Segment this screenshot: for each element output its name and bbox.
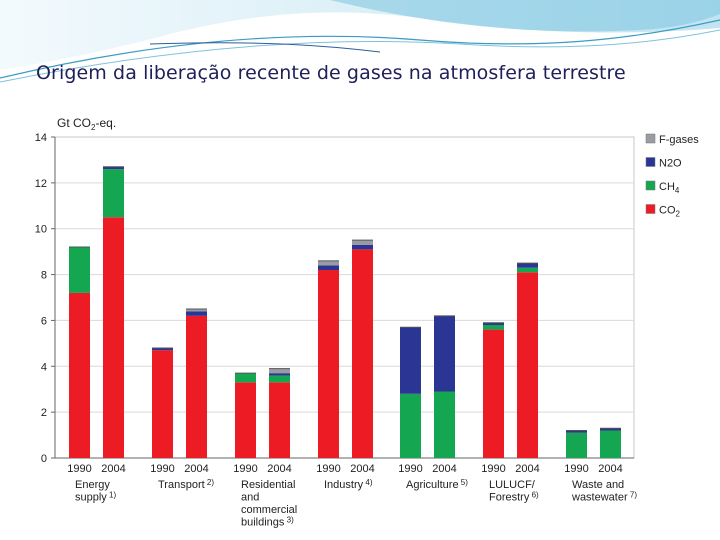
legend-label-ch4: CH4	[659, 181, 680, 195]
bar-segment-co2	[186, 315, 207, 458]
y-tick-label: 2	[41, 407, 47, 419]
bar-segment-co2	[235, 382, 256, 458]
bar-segment-ch4	[566, 432, 587, 458]
x-year-label: 1990	[481, 463, 505, 475]
bar-segment-ch4	[269, 375, 290, 383]
header-swoosh-decoration	[0, 0, 720, 83]
category-label: Residential	[241, 479, 295, 491]
bar-segment-co2	[483, 329, 504, 458]
bar-segment-ch4	[235, 373, 256, 383]
category-label: buildings 3)	[241, 516, 294, 529]
slide-title: Origem da liberação recente de gases na …	[36, 62, 626, 84]
category-label: Forestry 6)	[489, 491, 539, 504]
y-tick-label: 6	[41, 315, 47, 327]
bar-segment-co2	[69, 292, 90, 458]
category-label: wastewater 7)	[571, 491, 637, 504]
bar-segment-ch4	[103, 169, 124, 218]
category-label: Agriculture 5)	[406, 478, 468, 491]
bar-segment-ch4	[400, 393, 421, 458]
y-tick-label: 4	[41, 361, 47, 373]
bar-segment-co2	[152, 350, 173, 458]
bar-segment-ch4	[434, 391, 455, 458]
y-tick-label: 14	[35, 132, 47, 144]
bar-segment-co2	[352, 249, 373, 458]
bar-segment-n2o	[600, 428, 621, 431]
bar-segment-co2	[517, 272, 538, 458]
x-year-label: 2004	[432, 463, 456, 475]
category-label: Industry 4)	[324, 478, 373, 491]
bar-segment-ch4	[517, 267, 538, 273]
x-year-label: 2004	[101, 463, 125, 475]
bar-segment-co2	[318, 269, 339, 458]
x-year-label: 2004	[350, 463, 374, 475]
plot-area	[54, 136, 635, 459]
y-tick-label: 0	[41, 453, 47, 465]
x-year-label: 2004	[598, 463, 622, 475]
legend-swatch-fgases	[645, 133, 656, 144]
category-label: Energy	[75, 479, 110, 491]
y-tick-label: 12	[35, 178, 47, 190]
category-label: supply 1)	[75, 491, 116, 504]
bar-segment-ch4	[600, 430, 621, 458]
category-label: and	[241, 492, 259, 504]
bar-segment-n2o	[186, 311, 207, 316]
bar-segment-co2	[269, 382, 290, 458]
bar-segment-n2o	[434, 315, 455, 392]
bar-segment-n2o	[318, 265, 339, 270]
bar-segment-n2o	[352, 244, 373, 250]
bar-segment-n2o	[517, 263, 538, 268]
category-label: Waste and	[572, 479, 624, 491]
bar-segment-fgases	[318, 260, 339, 266]
x-year-label: 2004	[184, 463, 208, 475]
bar-segment-n2o	[152, 347, 173, 351]
bar-segment-n2o	[566, 430, 587, 433]
x-year-label: 1990	[67, 463, 91, 475]
bar-segment-ch4	[483, 325, 504, 330]
legend-swatch-ch4	[645, 180, 656, 191]
category-label: LULUCF/	[489, 479, 536, 491]
x-year-label: 1990	[316, 463, 340, 475]
x-year-label: 1990	[150, 463, 174, 475]
x-year-label: 2004	[267, 463, 291, 475]
x-year-label: 1990	[398, 463, 422, 475]
bar-segment-n2o	[483, 322, 504, 326]
bar-segment-co2	[103, 217, 124, 458]
category-label: Transport 2)	[158, 478, 214, 491]
x-year-label: 1990	[564, 463, 588, 475]
legend-label-fgases: F-gases	[659, 134, 699, 146]
y-axis-label: Gt CO2-eq.	[57, 116, 116, 132]
legend-label-co2: CO2	[659, 205, 681, 219]
y-tick-label: 8	[41, 270, 47, 282]
bar-segment-n2o	[400, 327, 421, 394]
bar-segment-ch4	[69, 247, 90, 293]
x-year-label: 1990	[233, 463, 257, 475]
bar-segment-fgases	[269, 368, 290, 374]
category-label: commercial	[241, 504, 297, 516]
legend-label-n2o: N2O	[659, 158, 682, 170]
bar-segment-fgases	[352, 240, 373, 245]
x-year-label: 2004	[515, 463, 539, 475]
bar-segment-n2o	[269, 373, 290, 376]
legend-swatch-co2	[645, 204, 656, 214]
bar-segment-fgases	[186, 308, 207, 312]
legend-swatch-n2o	[645, 157, 656, 167]
bar-segment-n2o	[103, 166, 124, 170]
y-tick-label: 10	[35, 224, 47, 236]
